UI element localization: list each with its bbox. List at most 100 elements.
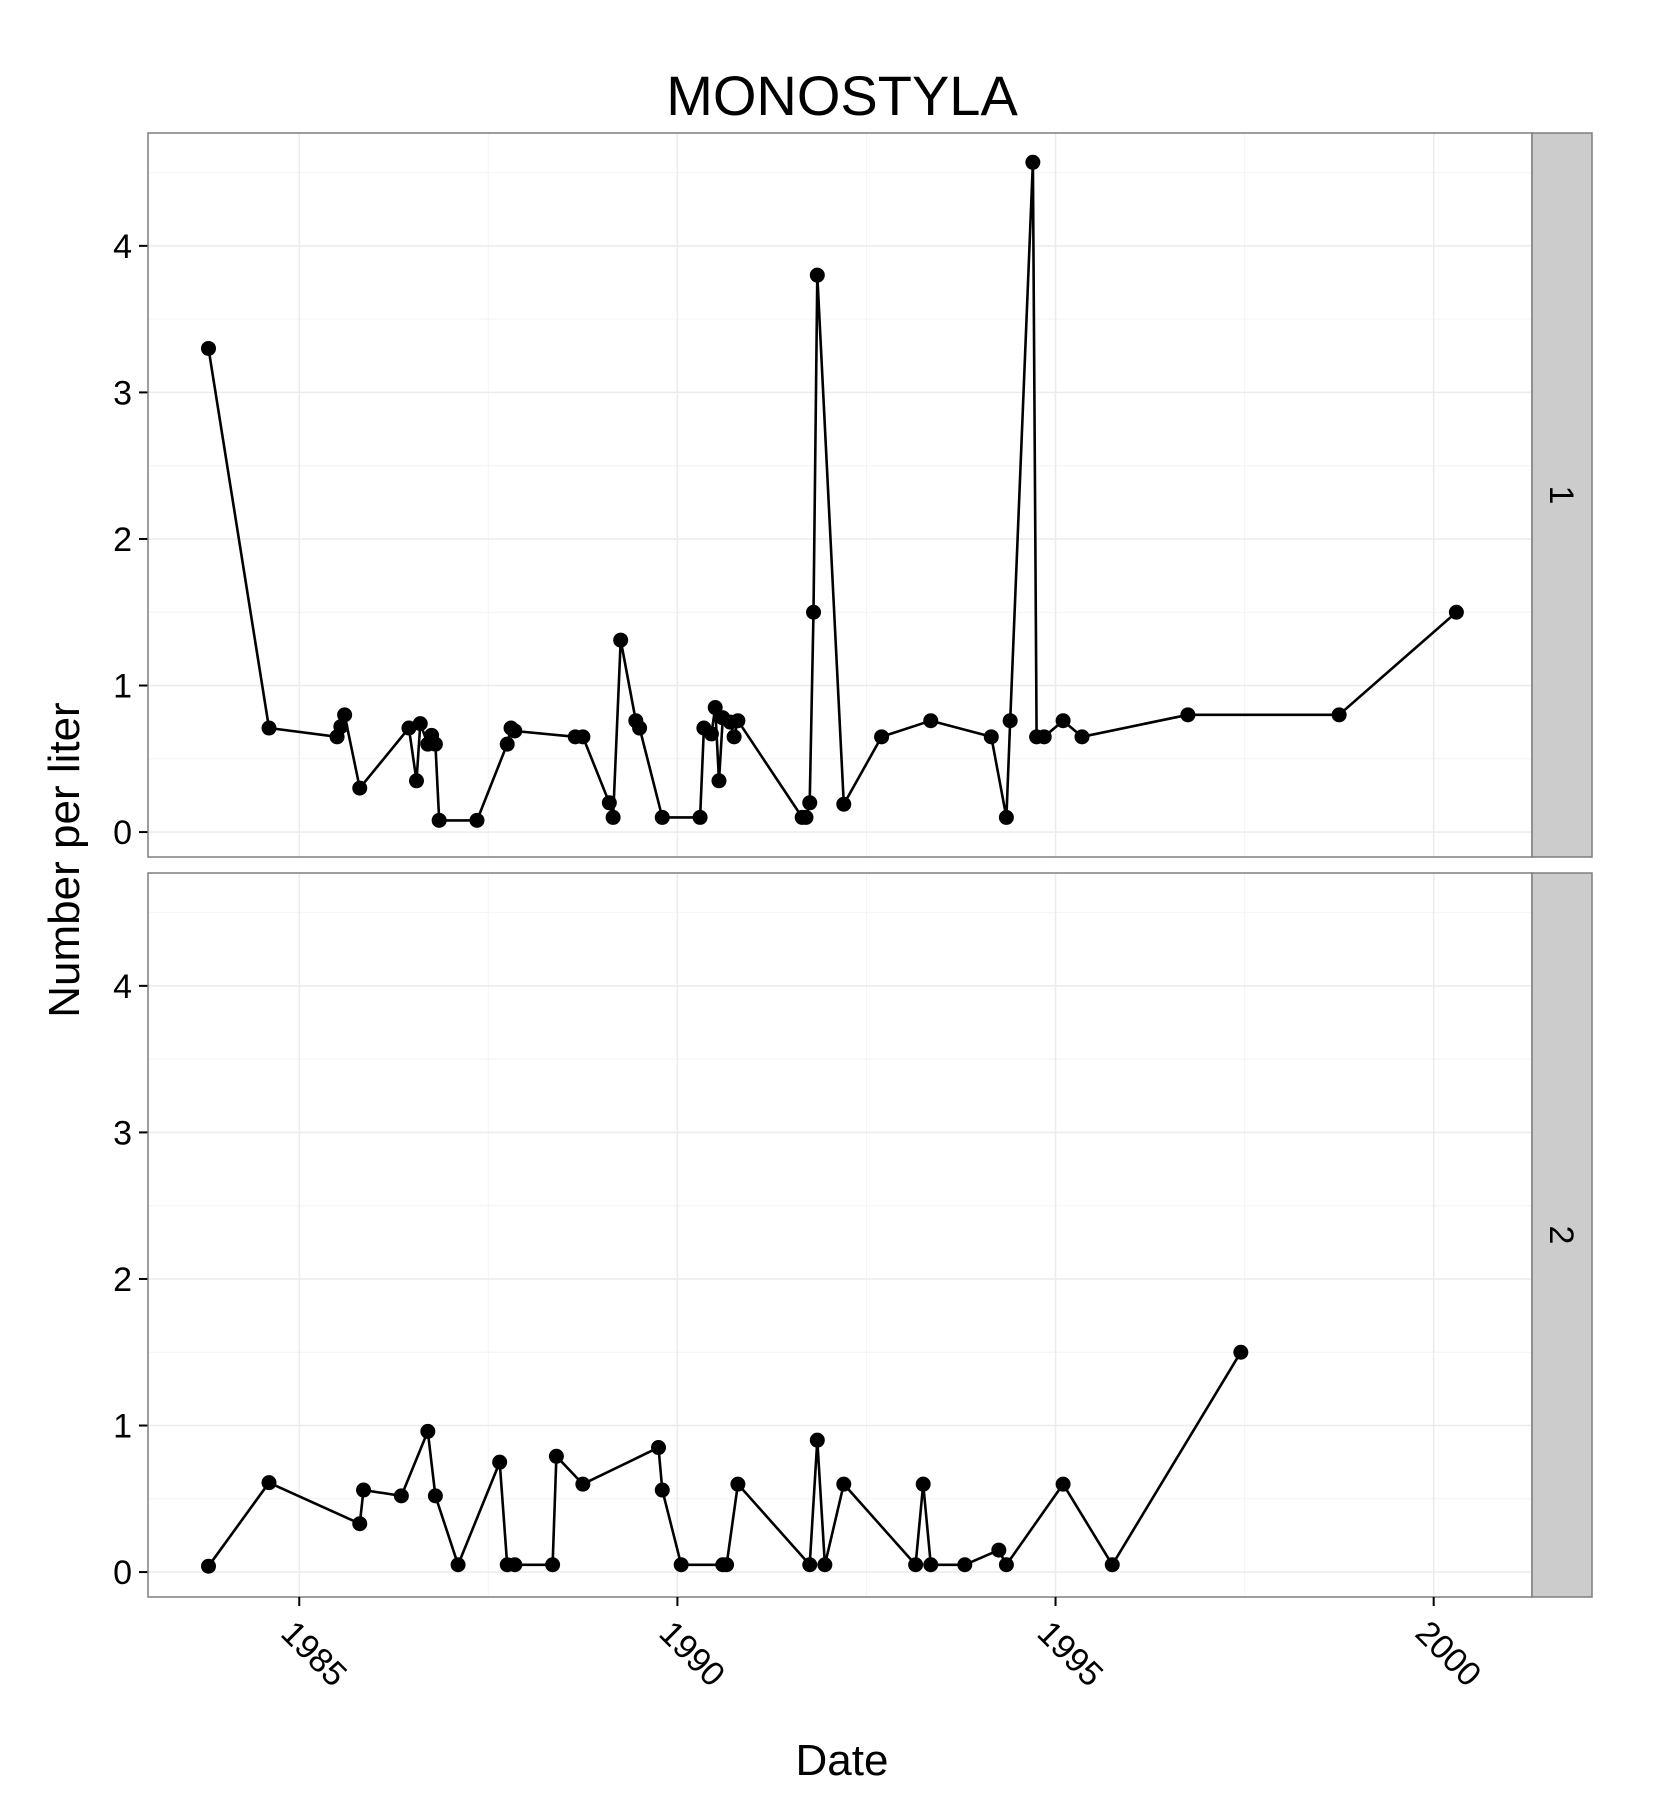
x-axis-label: Date xyxy=(796,1736,889,1785)
data-point xyxy=(1331,707,1347,723)
panel-1: 0 1 2 3 4 1 xyxy=(113,132,1593,858)
x-tick-label: 1995 xyxy=(1030,1614,1110,1694)
y-tick-label: 1 xyxy=(113,668,132,706)
data-point xyxy=(352,1516,368,1532)
data-point xyxy=(703,726,719,742)
data-point xyxy=(605,809,621,825)
data-point xyxy=(923,1557,939,1573)
facet-strip-label: 2 xyxy=(1542,1226,1580,1245)
y-tick-label: 2 xyxy=(113,521,132,559)
y-tick-label: 0 xyxy=(113,1554,132,1592)
data-point xyxy=(545,1557,561,1573)
x-tick-label: 1990 xyxy=(652,1614,732,1694)
data-point xyxy=(836,1476,852,1492)
panel-2: 0 1 2 3 4 2 xyxy=(113,872,1593,1598)
data-point xyxy=(427,1488,443,1504)
data-point xyxy=(998,809,1014,825)
data-point xyxy=(393,1488,409,1504)
data-point xyxy=(431,812,447,828)
data-point xyxy=(1104,1557,1120,1573)
data-point xyxy=(401,720,417,736)
data-point xyxy=(915,1476,931,1492)
data-point xyxy=(420,1423,436,1439)
data-point xyxy=(983,729,999,745)
data-point xyxy=(450,1557,466,1573)
y-axis-label: Number per liter xyxy=(40,702,89,1017)
data-point xyxy=(1055,1476,1071,1492)
data-point xyxy=(707,700,723,716)
data-point xyxy=(719,1557,735,1573)
data-point xyxy=(923,713,939,729)
x-tick-label: 2000 xyxy=(1408,1614,1488,1694)
data-point xyxy=(1055,713,1071,729)
data-point xyxy=(469,812,485,828)
data-point xyxy=(1448,604,1464,620)
data-point xyxy=(613,632,629,648)
data-point xyxy=(809,267,825,283)
data-point xyxy=(333,719,349,735)
data-point xyxy=(998,1557,1014,1573)
y-tick-label: 3 xyxy=(113,1114,132,1152)
facet-strip xyxy=(1531,132,1593,858)
data-point xyxy=(575,1476,591,1492)
data-point xyxy=(507,723,523,739)
data-point xyxy=(654,809,670,825)
y-tick-label: 0 xyxy=(113,814,132,852)
data-point xyxy=(632,720,648,736)
data-point xyxy=(908,1557,924,1573)
y-tick-label: 3 xyxy=(113,374,132,412)
y-tick-label: 2 xyxy=(113,1261,132,1299)
x-tick-label: 1985 xyxy=(274,1614,354,1694)
panels: 0 1 2 3 4 1 0 1 2 3 4 2 xyxy=(113,132,1593,1598)
data-point xyxy=(692,809,708,825)
data-point xyxy=(1074,729,1090,745)
data-point xyxy=(650,1440,666,1456)
y-tick-label: 4 xyxy=(113,968,132,1006)
data-point xyxy=(356,1482,372,1498)
data-point xyxy=(1002,713,1018,729)
data-point xyxy=(201,340,217,356)
data-point xyxy=(408,773,424,789)
data-point xyxy=(817,1557,833,1573)
data-point xyxy=(1036,729,1052,745)
data-point xyxy=(1233,1344,1249,1360)
y-tick-label: 4 xyxy=(113,228,132,266)
data-point xyxy=(548,1448,564,1464)
facet-strip xyxy=(1531,872,1593,1598)
data-point xyxy=(874,729,890,745)
data-point xyxy=(1025,154,1041,170)
data-point xyxy=(802,1557,818,1573)
data-point xyxy=(654,1482,670,1498)
data-point xyxy=(711,773,727,789)
data-point xyxy=(798,809,814,825)
data-point xyxy=(730,1476,746,1492)
data-point xyxy=(802,795,818,811)
data-point xyxy=(726,729,742,745)
data-point xyxy=(806,604,822,620)
data-point xyxy=(492,1454,508,1470)
chart-title: MONOSTYLA xyxy=(666,64,1018,127)
data-point xyxy=(261,720,277,736)
data-point xyxy=(261,1475,277,1491)
data-point xyxy=(507,1557,523,1573)
data-point xyxy=(836,796,852,812)
data-point xyxy=(809,1432,825,1448)
data-point xyxy=(575,729,591,745)
data-point xyxy=(730,713,746,729)
panel-background xyxy=(148,873,1532,1597)
data-point xyxy=(201,1558,217,1574)
data-point xyxy=(1180,707,1196,723)
y-tick-label: 1 xyxy=(113,1408,132,1446)
data-point xyxy=(991,1542,1007,1558)
data-point xyxy=(673,1557,689,1573)
data-point xyxy=(352,780,368,796)
data-point xyxy=(412,716,428,732)
facet-strip-label: 1 xyxy=(1542,486,1580,505)
data-point xyxy=(337,707,353,723)
data-point xyxy=(499,736,515,752)
data-point xyxy=(427,736,443,752)
data-point xyxy=(957,1557,973,1573)
x-axis: 1985 1990 1995 2000 xyxy=(274,1597,1488,1694)
data-point xyxy=(601,795,617,811)
